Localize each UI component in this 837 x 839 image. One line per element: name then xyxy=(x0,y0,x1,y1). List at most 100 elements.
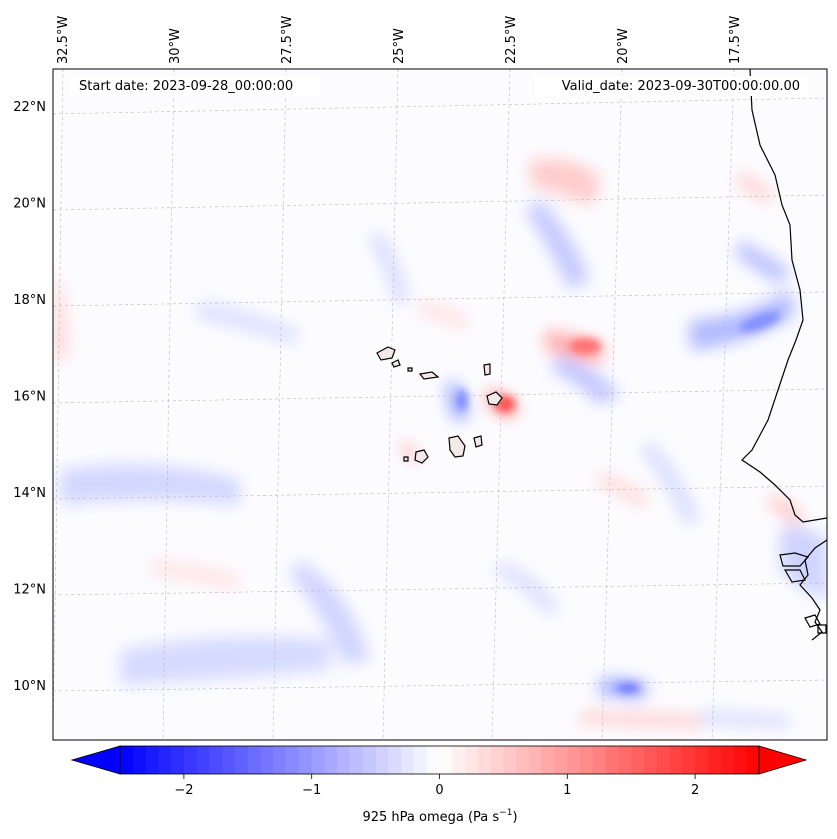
island-maio xyxy=(473,435,483,448)
omega-peak-negative xyxy=(616,683,640,693)
longitude-tick-2: 27.5°W xyxy=(280,16,295,64)
map-background xyxy=(53,69,827,740)
latitude-tick-labels: 22°N 20°N 18°N 16°N 14°N 12°N 10°N xyxy=(13,100,46,694)
colorbar-label-superscript: −1 xyxy=(499,808,512,818)
colorbar-step-21 xyxy=(388,746,402,774)
colorbar-step-24 xyxy=(426,746,441,774)
longitude-tick-4: 22.5°W xyxy=(504,16,519,64)
island-fogo xyxy=(414,449,429,464)
omega-negative-region xyxy=(640,440,700,525)
omega-negative-region xyxy=(780,526,827,600)
omega-field xyxy=(55,159,827,728)
omega-negative-region xyxy=(120,636,330,685)
colorbar-step-22 xyxy=(401,746,415,774)
latitude-tick-5: 12°N xyxy=(13,583,46,598)
coastlines xyxy=(741,69,827,641)
start-date-label: Start date: 2023-09-28_00:00:00 xyxy=(79,79,293,94)
colorbar-label-main: 925 hPa omega (Pa s xyxy=(362,810,499,825)
colorbar-step-49 xyxy=(746,746,760,774)
longitude-tick-6: 17.5°W xyxy=(728,16,743,64)
colorbar-right-extension xyxy=(758,745,808,775)
omega-negative-region xyxy=(195,300,300,345)
colorbar-step-38 xyxy=(605,746,620,774)
bissagos-island xyxy=(817,624,827,634)
island-brava xyxy=(403,456,409,462)
omega-peak-negative xyxy=(739,312,781,332)
colorbar-step-34 xyxy=(554,746,568,774)
colorbar-step-2 xyxy=(145,746,159,774)
colorbar-label-end: ) xyxy=(512,810,517,825)
colorbar-step-12 xyxy=(273,746,287,774)
omega-negative-region xyxy=(368,230,410,305)
colorbar-step-43 xyxy=(669,746,683,774)
island-santiago xyxy=(448,435,466,458)
colorbar-step-9 xyxy=(235,746,249,774)
colorbar-step-44 xyxy=(682,746,696,774)
colorbar-step-5 xyxy=(183,746,198,774)
colorbar-step-17 xyxy=(337,746,351,774)
colorbar-step-13 xyxy=(286,746,300,774)
latitude-tick-1: 20°N xyxy=(13,197,46,212)
longitude-tick-labels: 32.5°W 30°W 27.5°W 25°W 22.5°W 20°W 17.5°W xyxy=(56,16,743,64)
omega-negative-region xyxy=(290,560,370,665)
longitude-tick-0: 32.5°W xyxy=(56,16,71,64)
colorbar-step-10 xyxy=(247,746,262,774)
colorbar-step-33 xyxy=(541,746,556,774)
colorbar-step-15 xyxy=(311,746,326,774)
bissagos-island xyxy=(804,614,821,628)
colorbar-step-8 xyxy=(222,746,236,774)
colorbar-step-25 xyxy=(439,746,453,774)
latitude-tick-2: 18°N xyxy=(13,293,46,308)
omega-positive-region xyxy=(768,495,805,525)
omega-positive-region xyxy=(735,170,775,205)
longitude-tick-3: 25°W xyxy=(392,28,407,64)
colorbar-step-31 xyxy=(516,746,530,774)
omega-negative-region xyxy=(525,200,590,290)
colorbar-step-28 xyxy=(477,746,492,774)
omega-positive-region xyxy=(55,270,67,360)
latitude-tick-3: 16°N xyxy=(13,390,46,405)
colorbar-step-16 xyxy=(324,746,338,774)
omega-negative-region xyxy=(690,290,795,350)
island-santo-antao xyxy=(376,346,396,361)
colorbar-step-32 xyxy=(528,746,543,774)
omega-positive-region xyxy=(418,300,470,332)
colorbar-step-27 xyxy=(465,746,479,774)
graticule xyxy=(53,69,827,740)
omega-negative-region xyxy=(550,355,620,405)
latitude-tick-6: 10°N xyxy=(13,679,46,694)
colorbar-step-41 xyxy=(643,746,658,774)
colorbar-label: 925 hPa omega (Pa s−1) xyxy=(362,808,517,825)
omega-peak-negative xyxy=(457,389,467,411)
colorbar-ticks: −2 −1 0 1 2 xyxy=(174,774,699,798)
colorbar-tick-label-1: −1 xyxy=(302,783,321,798)
colorbar-step-30 xyxy=(503,746,517,774)
colorbar: −2 −1 0 1 2 925 hPa omega (Pa s−1) xyxy=(70,745,808,825)
omega-negative-region xyxy=(700,710,790,728)
omega-negative-region xyxy=(60,464,240,505)
colorbar-step-48 xyxy=(733,746,747,774)
latitude-tick-4: 14°N xyxy=(13,486,46,501)
map-panel: Start date: 2023-09-28_00:00:00 Valid_da… xyxy=(52,68,828,741)
colorbar-step-0 xyxy=(120,746,134,774)
colorbar-step-29 xyxy=(490,746,504,774)
omega-positive-region xyxy=(580,712,700,728)
colorbar-tick-label-2: 0 xyxy=(435,783,443,798)
start-date-box: Start date: 2023-09-28_00:00:00 xyxy=(70,76,320,96)
colorbar-step-45 xyxy=(695,746,709,774)
colorbar-step-7 xyxy=(209,746,223,774)
colorbar-step-37 xyxy=(592,746,607,774)
omega-peak-positive xyxy=(569,338,601,354)
island-santa-luzia xyxy=(407,367,413,372)
valid-date-label: Valid_date: 2023-09-30T00:00:00.00 xyxy=(562,79,800,94)
colorbar-step-1 xyxy=(132,746,147,774)
island-sal xyxy=(483,363,491,376)
colorbar-step-14 xyxy=(298,746,313,774)
colorbar-step-40 xyxy=(631,746,645,774)
colorbar-tick-label-3: 1 xyxy=(563,783,571,798)
cape-verde-islands xyxy=(376,346,503,464)
colorbar-tick-label-4: 2 xyxy=(691,783,699,798)
colorbar-step-18 xyxy=(350,746,364,774)
longitude-tick-1: 30°W xyxy=(168,28,183,64)
